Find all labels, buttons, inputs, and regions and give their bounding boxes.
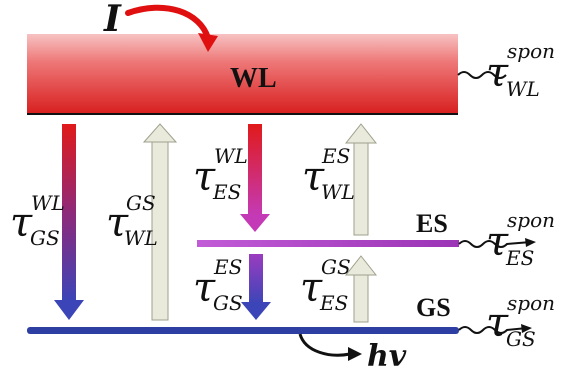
tau-symbol: τ (302, 154, 325, 200)
tau-symbol: τ (486, 300, 509, 346)
relax-es-gs-arrow-shaft (249, 254, 263, 304)
current-injection-arrow (125, 4, 211, 41)
tau-wl-es-label: τ ES WL (302, 144, 355, 204)
tau-symbol: τ (193, 154, 216, 200)
escape-gs-wl-arrow-head (142, 123, 178, 143)
photon-emission-arrow (298, 333, 351, 357)
tau-superscript: WL (214, 144, 248, 168)
tau-wl-gs-label: τ GS WL (106, 191, 158, 250)
ground-state-label: GS (416, 293, 451, 322)
excited-state-label: ES (416, 209, 448, 238)
tau-subscript: ES (319, 291, 348, 315)
relax-es-gs-arrow-head (241, 302, 271, 320)
escape-es-wl-arrow-shaft (353, 140, 369, 236)
wl-spon-squiggle (457, 71, 507, 79)
tau-subscript: ES (505, 246, 534, 270)
wetting-layer-label: WL (230, 63, 277, 94)
photon-label: hv (367, 339, 407, 374)
tau-gs-es-label: τ ES GS (193, 255, 243, 315)
capture-wl-gs-arrow-head (54, 300, 84, 320)
capture-wl-es-arrow-shaft (248, 124, 262, 216)
excited-state-line (197, 240, 459, 247)
tau-gs-wl-label: τ WL GS (10, 191, 65, 250)
tau-subscript: WL (124, 226, 158, 250)
es-spon-arrow-head (525, 238, 536, 247)
tau-wl-spon-label: τ spon WL (486, 39, 555, 101)
tau-subscript: ES (212, 180, 241, 204)
tau-superscript: spon (507, 39, 555, 63)
tau-superscript: WL (31, 191, 65, 215)
es-spon-squiggle (458, 240, 532, 248)
tau-subscript: GS (506, 327, 536, 351)
tau-subscript: WL (506, 77, 540, 101)
tau-symbol: τ (106, 200, 129, 246)
escape-gs-es-arrow-head (344, 255, 378, 276)
tau-superscript: ES (321, 144, 350, 168)
tau-superscript: GS (321, 255, 351, 279)
wetting-layer-band (27, 34, 458, 114)
gs-spon-arrow-head (521, 324, 532, 333)
tau-symbol: τ (486, 219, 509, 265)
tau-superscript: ES (213, 255, 242, 279)
tau-es-spon-label: τ spon ES (486, 208, 555, 270)
tau-subscript: GS (213, 291, 243, 315)
tau-superscript: spon (507, 291, 555, 315)
tau-symbol: τ (300, 265, 323, 311)
tau-symbol: τ (193, 265, 216, 311)
tau-superscript: GS (126, 191, 156, 215)
tau-subscript: WL (321, 180, 355, 204)
tau-gs-spon-label: τ spon GS (486, 291, 555, 351)
tau-es-gs-label: τ GS ES (300, 255, 351, 315)
tau-symbol: τ (486, 50, 509, 96)
gs-spon-squiggle (458, 326, 528, 334)
capture-wl-gs-arrow-shaft (62, 124, 76, 302)
escape-es-wl-arrow-head (344, 123, 378, 144)
ground-state-line (27, 327, 459, 334)
current-arrow-head (198, 33, 218, 52)
tau-es-wl-label: τ WL ES (193, 144, 248, 204)
tau-superscript: spon (507, 208, 555, 232)
capture-wl-es-arrow-head (240, 214, 270, 232)
tau-subscript: GS (30, 226, 60, 250)
escape-gs-es-arrow-shaft (353, 272, 369, 323)
current-label: I (103, 0, 122, 40)
tau-symbol: τ (10, 200, 33, 246)
photon-arrow-head (348, 347, 362, 361)
